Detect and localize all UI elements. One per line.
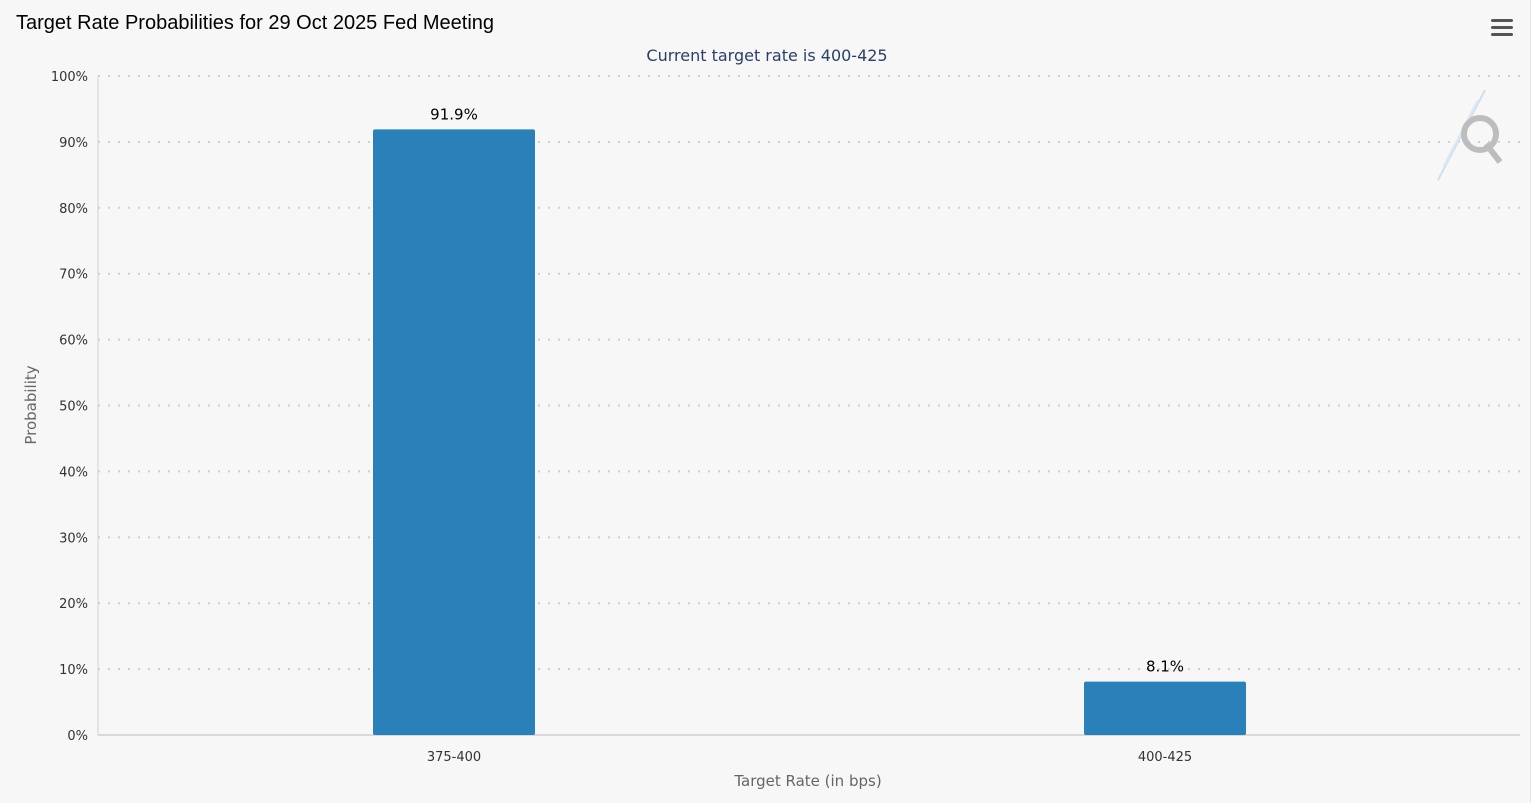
chart-subtitle: Current target rate is 400-425 (646, 46, 887, 65)
y-axis-ticks: 0% 10% 20% 30% 40% 50% 60% 70% 80% 90% 100% (51, 70, 88, 744)
data-label: 91.9% (430, 105, 478, 123)
y-tick-label: 0% (67, 729, 88, 744)
grid-lines (98, 75, 1520, 671)
y-axis-title: Probability (22, 365, 40, 444)
y-tick-label: 20% (59, 597, 88, 612)
chart-menu-button[interactable] (1487, 14, 1517, 42)
y-tick-label: 80% (59, 202, 88, 217)
chart-title: Target Rate Probabilities for 29 Oct 202… (16, 12, 495, 34)
y-tick-label: 100% (51, 70, 88, 85)
y-tick-label: 40% (59, 465, 88, 480)
hamburger-menu-icon (1491, 19, 1513, 22)
hamburger-menu-icon-line (1491, 26, 1513, 29)
y-tick-label: 50% (59, 400, 88, 415)
hamburger-menu-icon-line (1491, 33, 1513, 36)
bars (373, 129, 1246, 735)
y-tick-label: 10% (59, 663, 88, 678)
y-tick-label: 70% (59, 268, 88, 283)
data-label: 8.1% (1146, 658, 1184, 676)
logo-watermark (1437, 89, 1503, 181)
x-axis-labels: 375-400 400-425 (427, 750, 1192, 765)
bar-375-400[interactable] (373, 129, 535, 735)
x-tick-label: 400-425 (1138, 750, 1192, 765)
data-labels: 91.9% 8.1% (430, 105, 1184, 675)
bar-400-425[interactable] (1084, 681, 1246, 735)
y-tick-label: 30% (59, 531, 88, 546)
x-axis-title: Target Rate (in bps) (733, 772, 881, 790)
x-tick-label: 375-400 (427, 750, 481, 765)
y-tick-label: 90% (59, 136, 88, 151)
y-tick-label: 60% (59, 334, 88, 349)
